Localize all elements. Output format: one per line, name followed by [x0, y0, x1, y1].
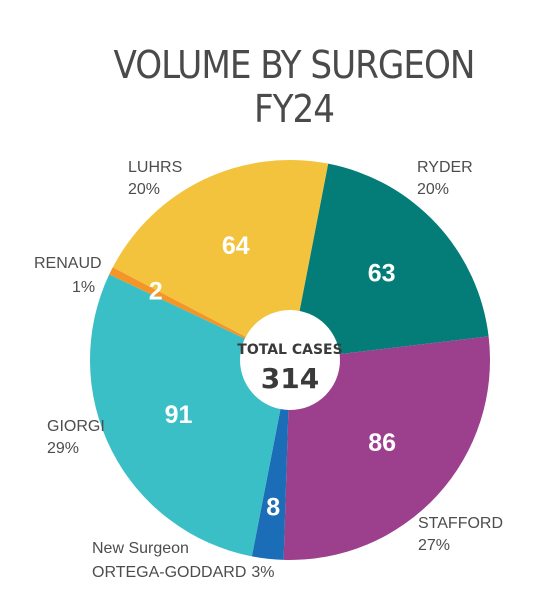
label-renaud-percent: 1% [72, 279, 95, 296]
label-luhrs-percent: 20% [128, 181, 160, 198]
center-total: 314 [261, 362, 319, 395]
value-label-stafford: 86 [368, 429, 396, 457]
value-label-ortega-goddard: 8 [266, 494, 280, 522]
label-ortega-goddard-percent: 3% [251, 564, 274, 581]
label-luhrs-name: LUHRS [128, 159, 182, 176]
label-ortega-goddard-prefix: New Surgeon [92, 540, 189, 557]
chart-subtitle: FY24 [254, 87, 334, 131]
slice-stafford [283, 336, 491, 561]
slice-name-labels: RYDER 20% STAFFORD 27% New Surgeon ORTEG… [34, 159, 503, 581]
label-ortega-goddard-name: ORTEGA-GODDARD 3% [92, 564, 275, 581]
slice-renaud [109, 267, 290, 360]
chart-title: VOLUME BY SURGEON [114, 43, 475, 87]
slice-value-labels: 63 86 8 91 2 64 [149, 232, 396, 522]
label-stafford-name: STAFFORD [418, 515, 503, 532]
label-giorgi-percent: 29% [47, 440, 79, 457]
label-giorgi-name: GIORGI [47, 418, 105, 435]
slice-giorgi [89, 274, 290, 557]
value-label-luhrs: 64 [222, 232, 250, 260]
slice-luhrs [112, 159, 329, 360]
slice-ortega-goddard [251, 360, 290, 560]
value-label-giorgi: 91 [165, 401, 193, 429]
pie-slices [89, 159, 491, 561]
value-label-ryder: 63 [368, 260, 396, 288]
label-stafford-percent: 27% [418, 537, 450, 554]
label-ryder-name: RYDER [417, 159, 473, 176]
center-hole [240, 310, 340, 410]
value-label-renaud: 2 [149, 278, 163, 306]
label-renaud-name: RENAUD [34, 255, 102, 272]
slice-ryder [290, 163, 489, 360]
label-ryder-percent: 20% [417, 181, 449, 198]
center-caption: TOTAL CASES [237, 342, 342, 358]
label-ortega-goddard-surgeon: ORTEGA-GODDARD [92, 564, 246, 581]
